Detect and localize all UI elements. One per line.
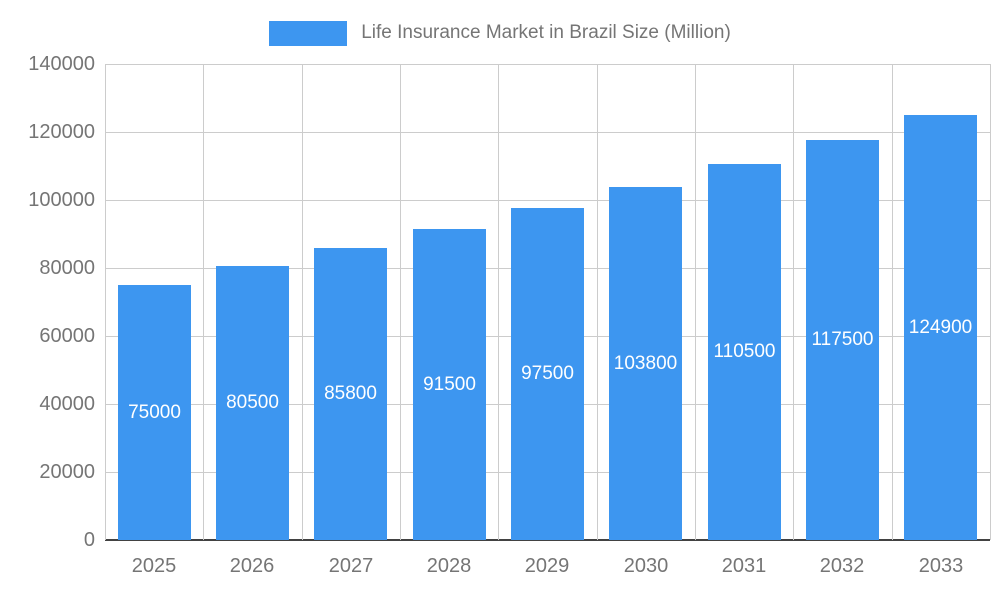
h-gridline bbox=[105, 200, 990, 201]
y-tick-label: 140000 bbox=[28, 53, 95, 75]
bar-2033[interactable]: 124900 bbox=[904, 115, 977, 540]
x-tick-label-2030: 2030 bbox=[623, 555, 669, 577]
y-tick-label: 0 bbox=[83, 529, 95, 551]
v-gridline bbox=[105, 64, 106, 540]
x-axis-baseline bbox=[105, 539, 990, 541]
bar-value-label: 97500 bbox=[521, 363, 574, 384]
x-axis: 2025 2026 2027 2028 2029 2030 2031 2032 2033 bbox=[105, 555, 990, 585]
bar-value-label: 80500 bbox=[226, 392, 279, 413]
v-gridline bbox=[203, 64, 204, 540]
chart-title: Life Insurance Market in Brazil Size (Mi… bbox=[361, 22, 731, 43]
y-tick-label: 120000 bbox=[28, 121, 95, 143]
bar-2029[interactable]: 97500 bbox=[511, 208, 584, 540]
bar-value-label: 85800 bbox=[324, 383, 377, 404]
y-tick-label: 20000 bbox=[39, 461, 95, 483]
chart-legend: Life Insurance Market in Brazil Size (Mi… bbox=[0, 18, 1000, 48]
y-tick-label: 80000 bbox=[39, 257, 95, 279]
y-tick-label: 40000 bbox=[39, 393, 95, 415]
x-tick-label-2033: 2033 bbox=[918, 555, 964, 577]
v-gridline bbox=[302, 64, 303, 540]
y-tick-label: 100000 bbox=[28, 189, 95, 211]
bar-2030[interactable]: 103800 bbox=[609, 187, 682, 540]
bar-value-label: 103800 bbox=[613, 352, 678, 374]
v-gridline bbox=[498, 64, 499, 540]
x-tick-label-2025: 2025 bbox=[131, 555, 177, 577]
bar-2025[interactable]: 75000 bbox=[118, 285, 191, 540]
bar-2026[interactable]: 80500 bbox=[216, 266, 289, 540]
v-gridline bbox=[990, 64, 991, 540]
bar-value-label: 110500 bbox=[713, 341, 776, 362]
y-axis: 0 20000 40000 60000 80000 100000 120000 140000 bbox=[0, 53, 95, 551]
v-gridline bbox=[597, 64, 598, 540]
x-tick-label-2032: 2032 bbox=[819, 555, 865, 577]
y-tick-label: 60000 bbox=[39, 325, 95, 347]
v-gridline bbox=[695, 64, 696, 540]
bar-2027[interactable]: 85800 bbox=[314, 248, 387, 540]
plot-area: 75000 80500 85800 91500 97500 103800 110500 117… bbox=[105, 64, 991, 541]
bar-value-label: 91500 bbox=[423, 373, 476, 395]
bar-value-label: 124900 bbox=[908, 316, 973, 338]
bar-value-label: 117500 bbox=[811, 329, 874, 350]
x-tick-label-2027: 2027 bbox=[328, 555, 374, 577]
bar-value-label: 75000 bbox=[128, 401, 181, 423]
x-tick-label-2031: 2031 bbox=[721, 555, 767, 577]
bar-2031[interactable]: 110500 bbox=[708, 164, 781, 540]
legend-swatch bbox=[269, 20, 348, 46]
v-gridline bbox=[793, 64, 794, 540]
h-gridline bbox=[105, 132, 990, 133]
bar-2028[interactable]: 91500 bbox=[413, 229, 486, 540]
x-tick-label-2028: 2028 bbox=[426, 555, 472, 577]
v-gridline bbox=[892, 64, 893, 540]
v-gridline bbox=[400, 64, 401, 540]
x-tick-label-2029: 2029 bbox=[524, 555, 570, 577]
bar-2032[interactable]: 117500 bbox=[806, 140, 879, 540]
x-tick-label-2026: 2026 bbox=[229, 555, 275, 577]
h-gridline bbox=[105, 64, 990, 65]
